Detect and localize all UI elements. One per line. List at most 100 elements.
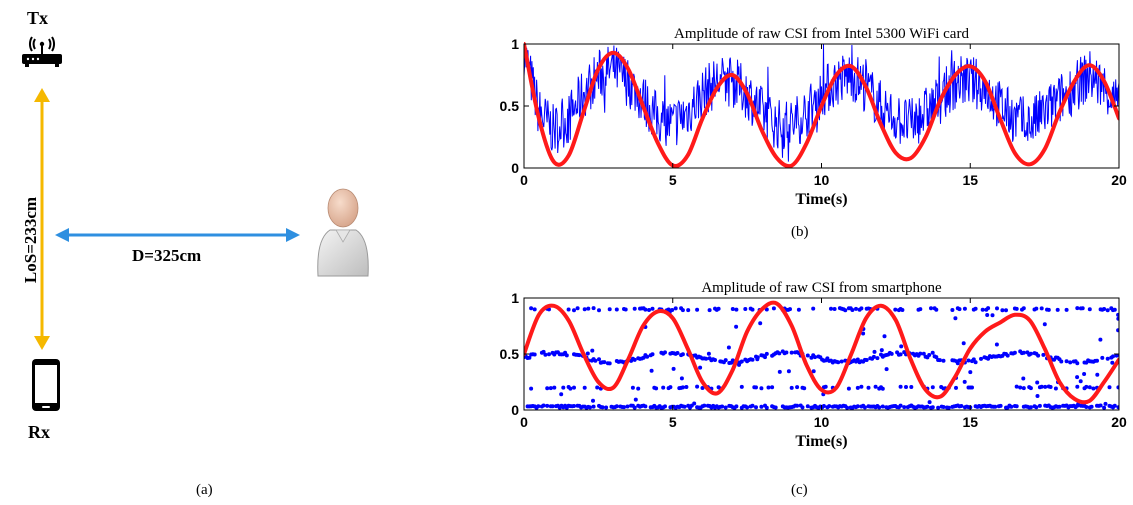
chart-c-dot [1089, 404, 1094, 409]
chart-c-dot [572, 385, 576, 390]
chart-c-dot [575, 306, 580, 311]
chart-c-dot [695, 307, 700, 312]
chart-c-dot [927, 353, 932, 357]
chart-c-dot [730, 307, 735, 311]
chart-c-dot [536, 404, 541, 409]
chart-c-dot [686, 308, 691, 313]
caption-b: (b) [791, 224, 809, 240]
chart-c-dot [900, 308, 905, 312]
chart-b-xtick-label: 0 [520, 172, 528, 188]
chart-c-dot [614, 307, 619, 312]
chart-c-dot [595, 385, 600, 390]
chart-c-dot [1105, 308, 1110, 313]
distance-label: D=325cm [132, 246, 202, 265]
chart-c-dot [879, 348, 884, 353]
chart-c-dot [1100, 355, 1105, 360]
chart-c-dot [750, 307, 755, 312]
chart-c-dot [650, 352, 655, 357]
chart-intel-csi: Amplitude of raw CSI from Intel 5300 WiF… [500, 26, 1127, 208]
chart-c-dot [1087, 385, 1092, 390]
chart-c-ytick-label: 0 [511, 402, 519, 418]
chart-c-dot [702, 403, 707, 408]
chart-c-dot [1084, 384, 1089, 389]
chart-c-dot [564, 353, 569, 358]
chart-c-dot [650, 306, 655, 311]
chart-c-dot [829, 306, 833, 311]
chart-c-ytick-label: 0.5 [500, 346, 520, 362]
chart-c-dot [1034, 405, 1039, 410]
chart-c-xtick-label: 5 [669, 414, 677, 430]
chart-b-ytick-label: 0 [511, 160, 519, 176]
chart-c-dot [770, 385, 775, 390]
chart-c-dot [985, 313, 990, 317]
chart-c-dot [1021, 350, 1026, 355]
person-icon [317, 188, 369, 277]
chart-c-dot [680, 308, 685, 313]
chart-c-xtick-label: 20 [1111, 414, 1127, 430]
chart-c-dot [1095, 372, 1100, 377]
chart-c-dot [726, 345, 731, 350]
chart-c-dot [872, 349, 877, 354]
chart-c-dot [861, 331, 866, 336]
chart-c-dot [937, 358, 942, 363]
chart-c-dot [602, 360, 607, 365]
chart-c-dot [1028, 405, 1033, 410]
chart-c-dot [1055, 307, 1060, 312]
chart-c-dot [994, 342, 999, 347]
chart-c-dot [577, 353, 582, 358]
chart-c-dot [572, 308, 576, 313]
chart-c-dot [719, 359, 724, 364]
chart-c-xtick-label: 0 [520, 414, 528, 430]
chart-c-dot [930, 385, 935, 390]
chart-c-dot [1014, 384, 1019, 389]
chart-c-dot [1036, 353, 1041, 358]
chart-c-dot [586, 306, 591, 311]
chart-c-dot [902, 405, 907, 410]
chart-c-dot [941, 358, 946, 363]
chart-c-dot [545, 403, 550, 408]
chart-c-dot [993, 404, 998, 409]
chart-c-dot [795, 385, 800, 390]
chart-c-dot [680, 385, 685, 390]
chart-c-dot [739, 359, 744, 364]
chart-c-dot [679, 376, 684, 381]
chart-c-xlabel: Time(s) [795, 433, 847, 450]
chart-c-dot [636, 386, 641, 391]
chart-c-dot [684, 385, 689, 389]
chart-c-dot [1046, 307, 1051, 312]
chart-c-dot [962, 379, 967, 384]
chart-c-dot [633, 397, 638, 402]
chart-c-dot [968, 370, 973, 375]
chart-c-dot [855, 385, 860, 390]
chart-c-dot [957, 307, 962, 312]
chart-c-dot [866, 385, 871, 390]
chart-c-dot [649, 368, 654, 373]
chart-c-fit-series [524, 300, 1119, 405]
caption-a: (a) [196, 482, 213, 498]
chart-c-dot [862, 405, 867, 410]
chart-c-dot [864, 358, 869, 362]
chart-c-dot [698, 365, 703, 370]
chart-c-dot [593, 358, 598, 363]
chart-c-dot [759, 404, 764, 409]
chart-c-title: Amplitude of raw CSI from smartphone [701, 280, 942, 296]
chart-c-dot [541, 403, 546, 408]
chart-c-dot [1028, 386, 1033, 391]
chart-c-dot [788, 307, 792, 312]
chart-c-dot [1004, 308, 1008, 313]
chart-c-dot [971, 357, 976, 362]
chart-c-dot [930, 350, 935, 355]
chart-b-title: Amplitude of raw CSI from Intel 5300 WiF… [674, 26, 969, 42]
chart-c-dot [843, 308, 848, 313]
chart-c-dot [737, 362, 741, 367]
chart-c-dot [1021, 376, 1026, 381]
chart-c-xtick-label: 10 [814, 414, 830, 430]
chart-c-dot [700, 386, 705, 390]
chart-c-dot [645, 354, 650, 359]
chart-c-dot [789, 385, 794, 390]
chart-c-dot [527, 355, 532, 360]
chart-c-dot [625, 404, 630, 409]
chart-c-dot [811, 369, 816, 374]
chart-c-dot [846, 386, 851, 391]
chart-c-dot [529, 386, 534, 391]
